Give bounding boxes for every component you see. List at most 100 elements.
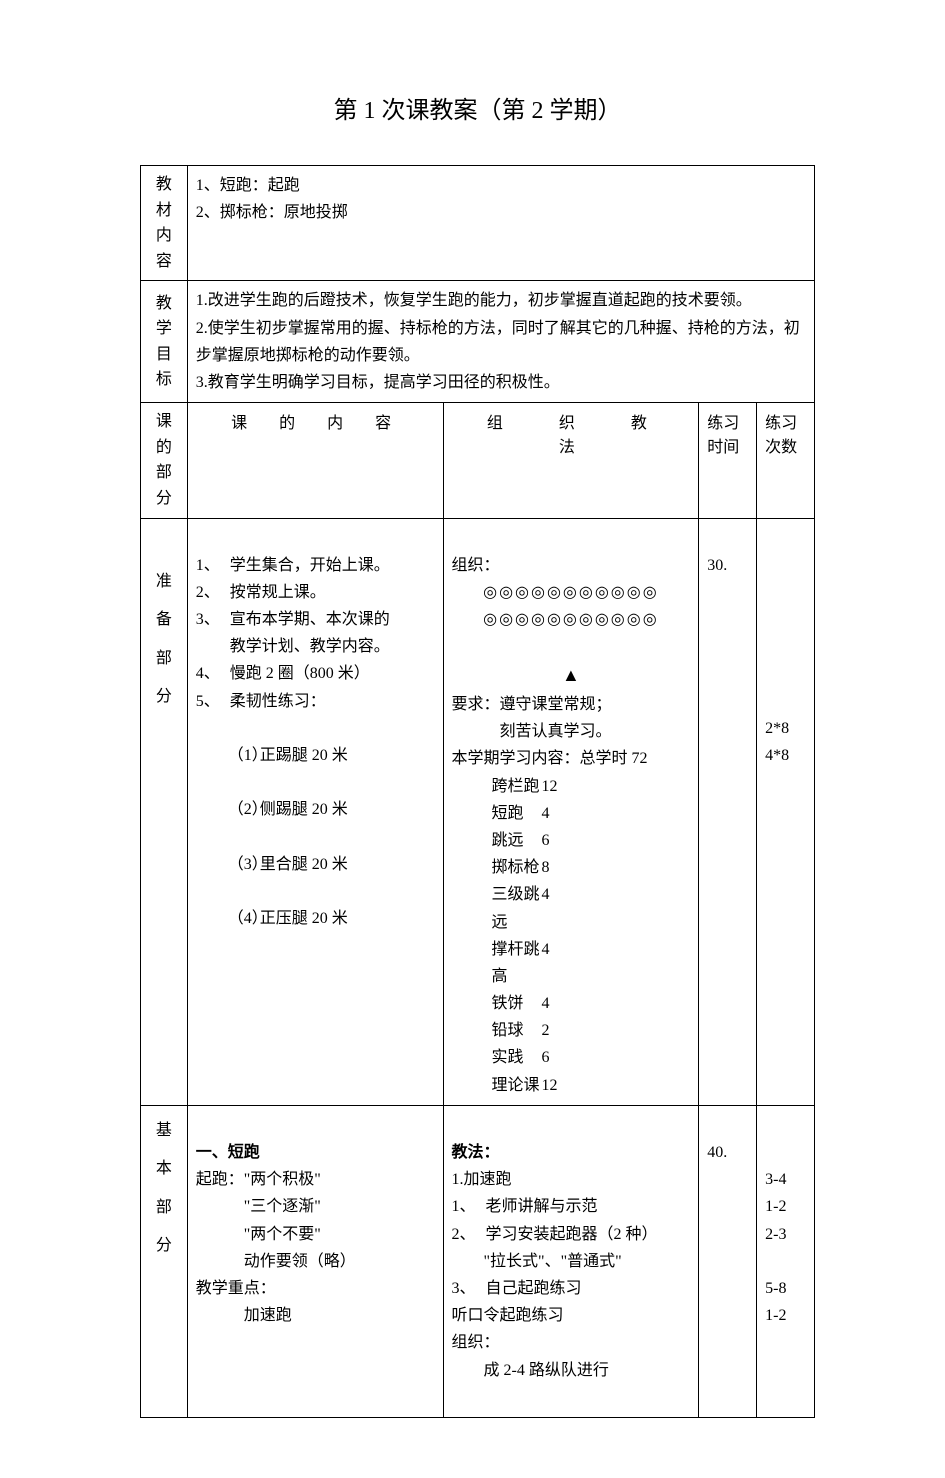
- subject-hours: 4: [542, 990, 582, 1017]
- basic-reps-cell: 3-4 1-2 2-3 5-8 1-2: [757, 1105, 815, 1417]
- subject-name: 跳远: [452, 827, 542, 854]
- ex-text: 侧踢腿 20 米: [260, 796, 435, 823]
- label-char: 本: [149, 1150, 179, 1188]
- label-text: 课的: [149, 409, 179, 460]
- list-text: 按常规上课。: [230, 579, 435, 606]
- label-char: 部: [149, 1189, 179, 1227]
- text-line: 2.使学生初步掌握常用的握、持标枪的方法，同时了解其它的几种握、持枪的方法，初步…: [196, 315, 806, 369]
- text-line: 起跑："两个积极": [196, 1166, 435, 1193]
- text-line: 组织：: [452, 1329, 691, 1356]
- prep-content-cell: 1、学生集合，开始上课。 2、按常规上课。 3、宣布本学期、本次课的 教学计划、…: [187, 518, 443, 1105]
- subject-hours: 6: [542, 827, 582, 854]
- ex-text: 里合腿 20 米: [260, 851, 435, 878]
- label-text: 部分: [149, 460, 179, 511]
- text-line: 听口令起跑练习: [452, 1302, 691, 1329]
- subject-name: 跨栏跑: [452, 773, 542, 800]
- prep-reps-cell: 2*8 4*8: [757, 518, 815, 1105]
- list-text: 老师讲解与示范: [486, 1193, 691, 1220]
- list-num: [196, 633, 230, 660]
- reps-value: 2*8: [765, 720, 789, 737]
- col-header: 课 的 内 容: [187, 403, 443, 518]
- col-header: 练习 时间: [699, 403, 757, 518]
- materials-cell: 1、短跑：起跑 2、掷标枪：原地投掷: [187, 166, 814, 281]
- subject-hours: 12: [542, 773, 582, 800]
- text-line: 2、掷标枪：原地投掷: [196, 199, 806, 226]
- label-text: 教学: [149, 291, 179, 342]
- list-text: 教学计划、教学内容。: [230, 633, 435, 660]
- subject-name: 铁饼: [452, 990, 542, 1017]
- list-num: 1、: [196, 552, 230, 579]
- text-line: 动作要领（略）: [196, 1248, 435, 1275]
- reps-value: 1-2: [765, 1307, 786, 1324]
- time-value: 40.: [707, 1144, 727, 1161]
- label-text: 时间: [707, 439, 739, 456]
- prep-time-cell: 30.: [699, 518, 757, 1105]
- list-num: 1、: [452, 1193, 486, 1220]
- text-line: "两个不要": [196, 1221, 435, 1248]
- subject-name: 短跑: [452, 800, 542, 827]
- ex-num: （3）: [196, 851, 260, 878]
- label-char: 基: [149, 1112, 179, 1150]
- page: 第 1 次课教案（第 2 学期） 教材 内容 1、短跑：起跑 2、掷标枪：原地投…: [0, 0, 945, 1478]
- lesson-plan-table: 教材 内容 1、短跑：起跑 2、掷标枪：原地投掷 教学 目标 1.改进学生跑的后…: [140, 165, 815, 1418]
- ex-num: （4）: [196, 905, 260, 932]
- bold-text: 一、短跑: [196, 1144, 260, 1161]
- label-char: 备: [149, 601, 179, 639]
- label-char: 分: [149, 678, 179, 716]
- list-num: 5、: [196, 688, 230, 715]
- text-line: 3.教育学生明确学习目标，提高学习田径的积极性。: [196, 369, 806, 396]
- list-text: 柔韧性练习：: [230, 688, 435, 715]
- list-text: 自己起跑练习: [486, 1275, 691, 1302]
- text-line: 组织：: [452, 552, 691, 579]
- text-line: 教学重点：: [196, 1275, 435, 1302]
- formation-row: ◎◎◎◎◎◎◎◎◎◎◎: [452, 606, 691, 633]
- basic-time-cell: 40.: [699, 1105, 757, 1417]
- subject-name: 掷标枪: [452, 854, 542, 881]
- text-line: 要求：遵守课堂常规；: [452, 691, 691, 718]
- ex-text: 正踢腿 20 米: [260, 742, 435, 769]
- section-label: 准 备 部 分: [141, 518, 188, 1105]
- text-line: 刻苦认真学习。: [452, 718, 691, 745]
- text-line: 1.改进学生跑的后蹬技术，恢复学生跑的能力，初步掌握直道起跑的技术要领。: [196, 287, 806, 314]
- text-line: 1、短跑：起跑: [196, 172, 806, 199]
- list-num: 3、: [452, 1275, 486, 1302]
- subject-name: 铅球: [452, 1017, 542, 1044]
- list-text: 宣布本学期、本次课的: [230, 606, 435, 633]
- prep-org-cell: 组织： ◎◎◎◎◎◎◎◎◎◎◎ ◎◎◎◎◎◎◎◎◎◎◎ ▲ 要求：遵守课堂常规；…: [443, 518, 699, 1105]
- subject-hours: 8: [542, 854, 582, 881]
- basic-content-cell: 一、短跑 起跑："两个积极" "三个逐渐" "两个不要" 动作要领（略） 教学重…: [187, 1105, 443, 1417]
- ex-text: 正压腿 20 米: [260, 905, 435, 932]
- section-label: 基 本 部 分: [141, 1105, 188, 1417]
- text-line: 加速跑: [196, 1302, 435, 1329]
- list-num: 2、: [196, 579, 230, 606]
- reps-value: 3-4: [765, 1171, 786, 1188]
- label-char: 部: [149, 640, 179, 678]
- table-row: 教材 内容 1、短跑：起跑 2、掷标枪：原地投掷: [141, 166, 815, 281]
- label-text: 目标: [149, 342, 179, 393]
- text-line: 成 2-4 路纵队进行: [452, 1357, 691, 1384]
- reps-value: 1-2: [765, 1198, 786, 1215]
- subject-hours: 4: [542, 881, 582, 935]
- reps-value: 4*8: [765, 747, 789, 764]
- table-row: 教学 目标 1.改进学生跑的后蹬技术，恢复学生跑的能力，初步掌握直道起跑的技术要…: [141, 281, 815, 403]
- text-line: "拉长式"、"普通式": [452, 1248, 691, 1275]
- list-text: 慢跑 2 圈（800 米）: [230, 660, 435, 687]
- label-char: 准: [149, 563, 179, 601]
- teacher-marker: ▲: [452, 660, 691, 691]
- label-text: 内容: [149, 223, 179, 274]
- col-header: 组 织 教 法: [443, 403, 699, 518]
- label-text: 练习: [707, 415, 739, 432]
- subject-hours: 4: [542, 936, 582, 990]
- row-label: 教学 目标: [141, 281, 188, 403]
- subject-hours: 6: [542, 1044, 582, 1071]
- subject-hours: 12: [542, 1072, 582, 1099]
- label-text: 次数: [765, 439, 797, 456]
- basic-org-cell: 教法： 1.加速跑 1、老师讲解与示范 2、学习安装起跑器（2 种） "拉长式"…: [443, 1105, 699, 1417]
- list-text: 学生集合，开始上课。: [230, 552, 435, 579]
- subject-name: 理论课: [452, 1072, 542, 1099]
- bold-text: 教法：: [452, 1144, 500, 1161]
- list-num: 4、: [196, 660, 230, 687]
- text-heading: 一、短跑: [196, 1139, 435, 1166]
- list-text: 学习安装起跑器（2 种）: [486, 1221, 691, 1248]
- col-header: 课的 部分: [141, 403, 188, 518]
